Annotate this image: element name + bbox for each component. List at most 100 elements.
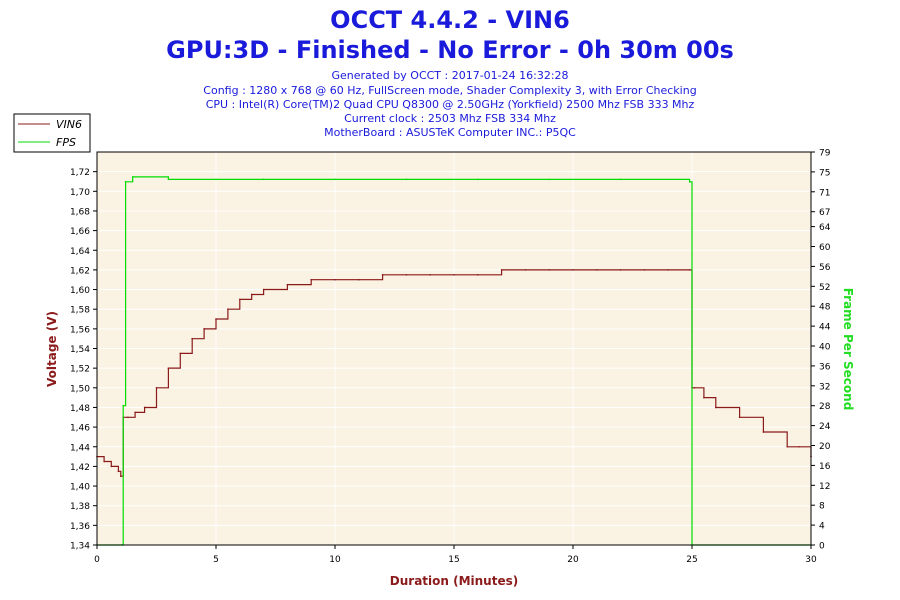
data-point-fps xyxy=(477,178,479,181)
y-tick-label: 1,52 xyxy=(70,365,90,375)
chart-title: OCCT 4.4.2 - VIN6 xyxy=(330,6,570,34)
y2-tick-label: 44 xyxy=(819,323,831,333)
data-point-vin6 xyxy=(477,274,479,276)
y-tick-label: 1,38 xyxy=(70,502,90,512)
y2-tick-label: 64 xyxy=(819,223,831,233)
y2-tick-label: 52 xyxy=(819,283,830,293)
data-point-vin6 xyxy=(798,445,800,448)
data-point-vin6 xyxy=(179,352,182,355)
y2-tick-label: 56 xyxy=(819,263,831,273)
data-point-fps xyxy=(334,178,336,181)
y-tick-label: 1,62 xyxy=(70,266,90,276)
data-point-fps xyxy=(124,181,127,183)
y-tick-label: 1,64 xyxy=(70,247,90,257)
y-tick-label: 1,48 xyxy=(70,404,90,414)
data-point-vin6 xyxy=(110,465,113,468)
data-point-fps xyxy=(619,178,622,181)
y2-tick-label: 79 xyxy=(819,149,831,159)
y2-tick-label: 67 xyxy=(819,208,830,218)
y-axis-label: Voltage (V) xyxy=(45,311,59,387)
y2-tick-label: 32 xyxy=(819,382,830,392)
data-point-vin6 xyxy=(619,269,622,271)
info-config: Config : 1280 x 768 @ 60 Hz, FullScreen … xyxy=(203,84,697,97)
data-point-fps xyxy=(688,181,691,183)
data-point-fps xyxy=(131,176,134,178)
data-point-vin6 xyxy=(500,269,503,271)
series-line-fps xyxy=(97,176,811,546)
x-axis-label: Duration (Minutes) xyxy=(390,574,518,588)
data-point-vin6 xyxy=(596,269,598,271)
data-point-vin6 xyxy=(239,298,241,301)
data-point-vin6 xyxy=(286,283,289,286)
data-point-vin6 xyxy=(786,445,788,448)
data-point-vin6 xyxy=(127,416,129,419)
data-point-fps xyxy=(122,404,124,407)
data-point-vin6 xyxy=(103,460,105,463)
data-point-vin6 xyxy=(548,269,550,271)
legend-label-vin6: VIN6 xyxy=(56,118,82,131)
data-point-vin6 xyxy=(134,411,136,414)
data-point-vin6 xyxy=(738,416,741,419)
data-point-vin6 xyxy=(429,274,432,276)
y-tick-label: 1,54 xyxy=(70,345,90,355)
data-point-vin6 xyxy=(762,431,765,433)
chart-subtitle: GPU:3D - Finished - No Error - 0h 30m 00… xyxy=(166,36,734,64)
plot-frame xyxy=(96,151,812,546)
data-point-vin6 xyxy=(155,387,158,389)
data-point-vin6 xyxy=(262,288,265,291)
y2-tick-label: 4 xyxy=(819,522,825,532)
x-tick-label: 10 xyxy=(329,555,341,565)
x-tick-label: 0 xyxy=(94,555,100,565)
data-point-vin6 xyxy=(715,406,717,409)
data-point-vin6 xyxy=(143,406,146,409)
data-point-vin6 xyxy=(334,278,336,281)
y-tick-label: 1,56 xyxy=(70,325,90,335)
data-point-vin6 xyxy=(203,328,205,330)
y2-tick-label: 60 xyxy=(819,243,831,253)
y-tick-label: 1,50 xyxy=(70,384,90,394)
data-point-vin6 xyxy=(693,387,696,389)
data-point-fps xyxy=(167,178,170,181)
series-line-vin6 xyxy=(97,269,812,477)
y2-tick-label: 28 xyxy=(819,402,831,412)
info-generated: Generated by OCCT : 2017-01-24 16:32:28 xyxy=(331,69,569,82)
y-tick-label: 1,60 xyxy=(70,286,90,296)
info-cpu: CPU : Intel(R) Core(TM)2 Quad CPU Q8300 … xyxy=(205,98,695,111)
y2-tick-label: 48 xyxy=(819,303,831,313)
y2-tick-label: 12 xyxy=(819,482,830,492)
info-motherboard: MotherBoard : ASUSTeK Computer INC.: P5Q… xyxy=(324,126,576,139)
legend-box xyxy=(13,113,91,153)
y2-tick-label: 0 xyxy=(819,542,825,552)
data-point-vin6 xyxy=(405,274,408,276)
data-point-fps xyxy=(405,178,408,181)
y2-tick-label: 24 xyxy=(819,422,831,432)
y2-tick-label: 75 xyxy=(819,168,830,178)
y2-tick-label: 71 xyxy=(819,188,830,198)
y2-tick-label: 40 xyxy=(819,343,831,353)
y-tick-label: 1,68 xyxy=(70,207,90,217)
legend-label-fps: FPS xyxy=(56,136,76,149)
info-current-clock: Current clock : 2503 Mhz FSB 334 Mhz xyxy=(344,112,556,125)
data-point-vin6 xyxy=(572,269,574,271)
y-tick-label: 1,40 xyxy=(70,483,90,493)
y2-tick-label: 36 xyxy=(819,362,831,372)
y2-tick-label: 16 xyxy=(819,462,831,472)
data-point-fps xyxy=(215,178,217,181)
x-tick-label: 15 xyxy=(448,555,459,565)
axes: 1,34 1,36 1,38 1,40 1,42 1,44 1,46 1,48 1,50 1,52… xyxy=(70,149,831,566)
y2-axis-label: Frame Per Second xyxy=(841,288,855,411)
y2-tick-label: 8 xyxy=(819,502,825,512)
data-point-vin6 xyxy=(381,274,384,276)
data-point-vin6 xyxy=(667,269,669,271)
x-tick-label: 30 xyxy=(805,555,817,565)
data-point-vin6 xyxy=(358,278,360,281)
data-point-fps xyxy=(548,178,550,181)
data-point-vin6 xyxy=(120,475,122,478)
y-tick-label: 1,66 xyxy=(70,227,90,237)
grid-lines xyxy=(96,152,812,546)
data-point-vin6 xyxy=(117,470,120,473)
data-point-vin6 xyxy=(167,367,170,369)
data-point-vin6 xyxy=(703,396,705,399)
data-point-vin6 xyxy=(688,269,691,271)
